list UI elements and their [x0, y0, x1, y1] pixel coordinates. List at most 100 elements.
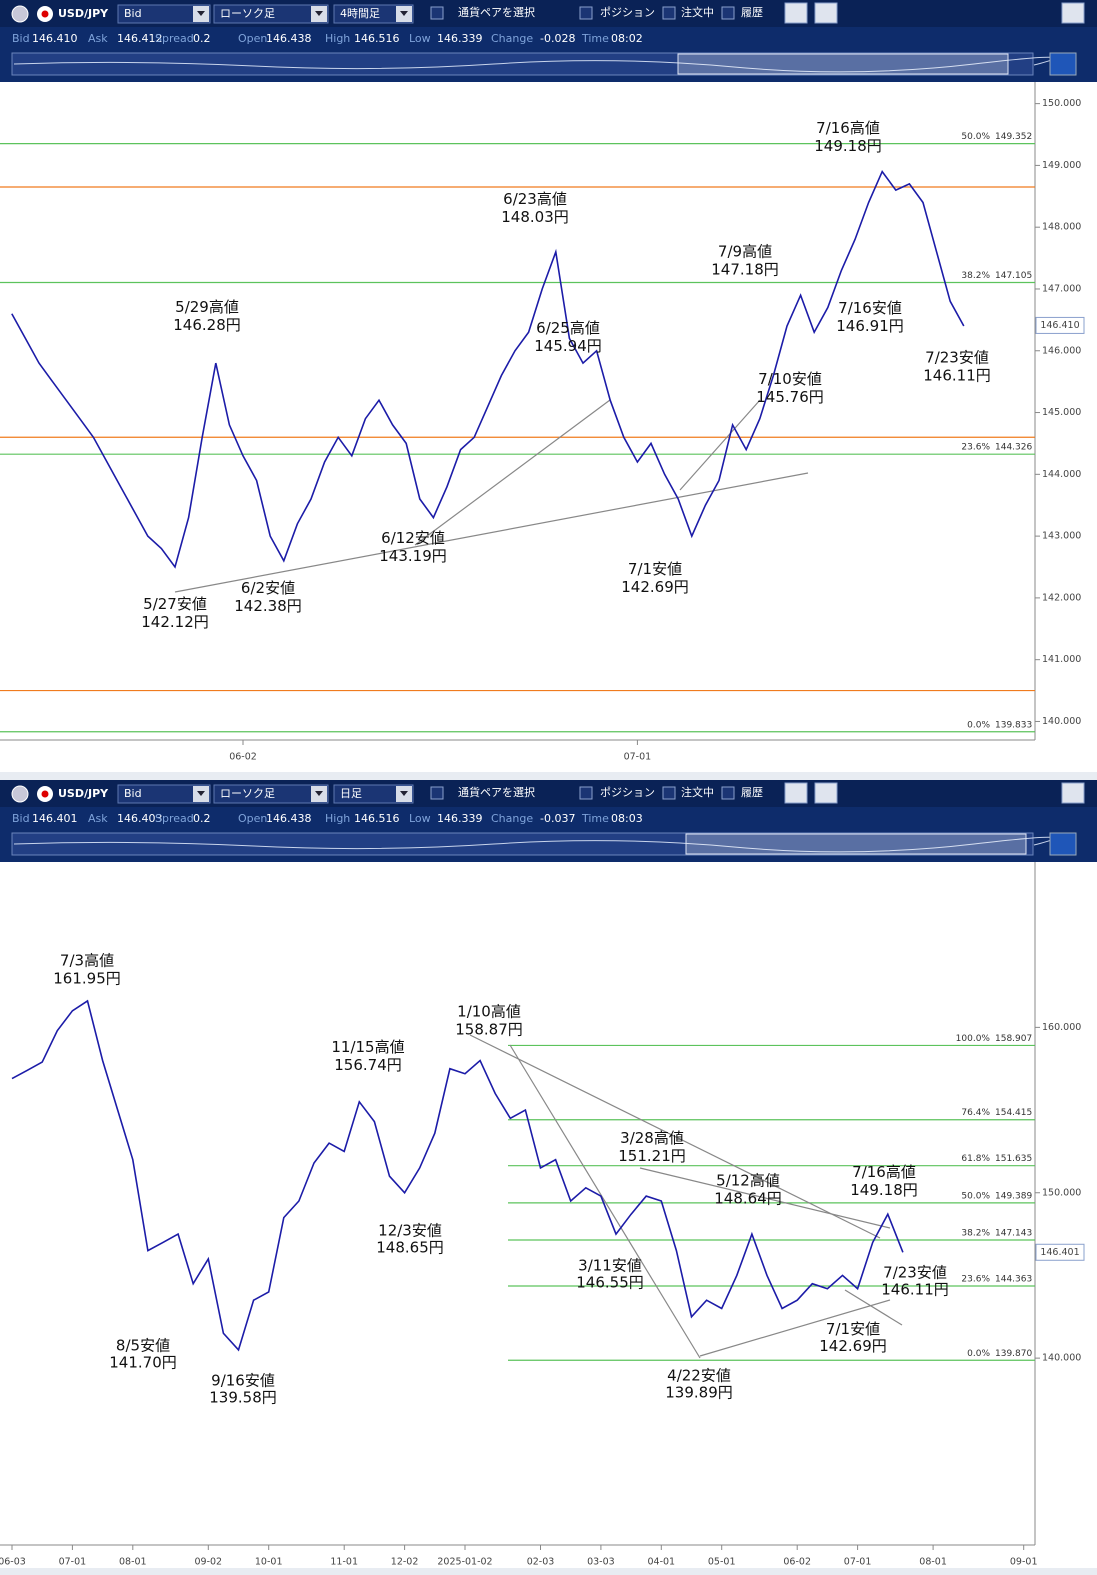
quote-value: 146.516: [354, 32, 400, 45]
quote-value: 146.339: [437, 32, 483, 45]
x-tick-label: 10-01: [255, 1557, 283, 1568]
x-tick-label: 05-01: [708, 1557, 736, 1568]
x-tick-label: 07-01: [624, 752, 652, 763]
arrow-icon: [197, 791, 205, 796]
x-tick-label: 06-02: [229, 752, 257, 763]
annotation-label: 7/23安値: [883, 1264, 947, 1282]
dropdown-text: 日足: [340, 787, 362, 800]
annotation-value: 146.55円: [576, 1273, 644, 1291]
y-tick-label: 147.000: [1042, 283, 1081, 294]
x-tick-label: 11-01: [330, 1557, 358, 1568]
checkbox[interactable]: [721, 6, 735, 20]
checkbox[interactable]: [430, 6, 444, 20]
icon-button[interactable]: [1061, 782, 1085, 804]
fib-price: 144.363: [995, 1274, 1032, 1284]
annotation-value: 143.19円: [379, 547, 447, 565]
fib-price: 158.907: [995, 1034, 1032, 1044]
icon-button[interactable]: [1061, 2, 1085, 24]
checkbox[interactable]: [662, 786, 676, 800]
navigator-line: [13, 836, 1055, 853]
annotation-value: 148.03円: [501, 208, 569, 226]
fib-percent: 76.4%: [961, 1108, 990, 1118]
annotation-label: 6/2安値: [241, 579, 295, 597]
quote-value: 146.403: [117, 812, 163, 825]
y-tick-label: 150.000: [1042, 98, 1081, 109]
annotation-label: 6/23高値: [503, 190, 567, 208]
fib-percent: 38.2%: [961, 1228, 990, 1238]
trend-line: [639, 1167, 891, 1229]
navigator-line: [13, 56, 1055, 73]
arrow-icon: [197, 11, 205, 16]
quote-label: Spread: [155, 812, 194, 825]
zoom-button[interactable]: [1049, 832, 1077, 856]
current-price-label: 146.410: [1040, 320, 1079, 331]
arrow-icon: [400, 11, 408, 16]
zoom-button[interactable]: [1049, 52, 1077, 76]
annotation-label: 7/16高値: [852, 1163, 916, 1181]
dropdown[interactable]: [213, 784, 329, 804]
annotation-value: 142.12円: [141, 613, 209, 631]
annotation-value: 141.70円: [109, 1354, 177, 1372]
y-tick-label: 160.000: [1042, 1022, 1081, 1033]
price-line: [11, 170, 965, 569]
y-tick-label: 140.000: [1042, 716, 1081, 727]
x-tick-label: 07-01: [59, 1557, 87, 1568]
annotation-label: 8/5安値: [116, 1337, 170, 1355]
fib-price: 144.326: [995, 443, 1032, 453]
dropdown[interactable]: [117, 4, 211, 24]
trend-line: [414, 399, 611, 546]
fib-percent: 100.0%: [956, 1034, 991, 1044]
x-tick-label: 09-01: [1010, 1557, 1038, 1568]
current-price-label: 146.401: [1040, 1247, 1079, 1258]
x-tick-label: 09-02: [194, 1557, 222, 1568]
fib-percent: 61.8%: [961, 1154, 990, 1164]
annotation-value: 142.69円: [621, 578, 689, 596]
y-tick-label: 143.000: [1042, 531, 1081, 542]
checkbox[interactable]: [579, 786, 593, 800]
dropdown[interactable]: [213, 4, 329, 24]
annotation-label: 7/3高値: [60, 952, 114, 970]
y-tick-label: 140.000: [1042, 1353, 1081, 1364]
quote-label: Time: [581, 32, 609, 45]
annotation-value: 148.64円: [714, 1190, 782, 1208]
icon-button[interactable]: [784, 2, 808, 24]
icon-button[interactable]: [784, 782, 808, 804]
quote-value: 0.2: [193, 32, 211, 45]
annotation-value: 148.65円: [376, 1239, 444, 1257]
navigator[interactable]: [11, 52, 1034, 76]
fib-percent: 50.0%: [961, 132, 990, 142]
trend-line: [844, 1289, 903, 1326]
fib-price: 151.635: [995, 1154, 1032, 1164]
flag-jp-dot: [41, 790, 49, 798]
icon-button[interactable]: [814, 2, 838, 24]
navigator-window[interactable]: [677, 53, 1009, 75]
fib-percent: 0.0%: [967, 720, 990, 730]
arrow-icon: [315, 11, 323, 16]
navigator-window[interactable]: [685, 833, 1027, 855]
dropdown[interactable]: [117, 784, 211, 804]
quote-label: Open: [238, 812, 267, 825]
checkbox[interactable]: [662, 6, 676, 20]
checkbox[interactable]: [579, 6, 593, 20]
x-tick-label: 12-02: [391, 1557, 419, 1568]
trend-line: [469, 1034, 881, 1239]
annotation-label: 6/12安値: [381, 529, 445, 547]
dropdown-text: Bid: [124, 7, 142, 20]
quote-value: 146.401: [32, 812, 78, 825]
price-line: [11, 999, 904, 1352]
checkbox[interactable]: [721, 786, 735, 800]
pair: USD/JPY: [58, 7, 109, 20]
annotation-label: 5/27安値: [143, 595, 207, 613]
quote-value: -0.037: [540, 812, 575, 825]
trend-line: [174, 472, 809, 593]
icon-button[interactable]: [814, 782, 838, 804]
dropdown[interactable]: [333, 4, 414, 24]
dropdown[interactable]: [333, 784, 414, 804]
annotation-label: 7/1安値: [826, 1320, 880, 1338]
fib-price: 147.105: [995, 271, 1032, 281]
annotation-value: 146.11円: [881, 1281, 949, 1299]
fib-price: 139.870: [995, 1349, 1032, 1359]
checkbox[interactable]: [430, 786, 444, 800]
navigator[interactable]: [11, 832, 1034, 856]
annotation-value: 149.18円: [814, 137, 882, 155]
